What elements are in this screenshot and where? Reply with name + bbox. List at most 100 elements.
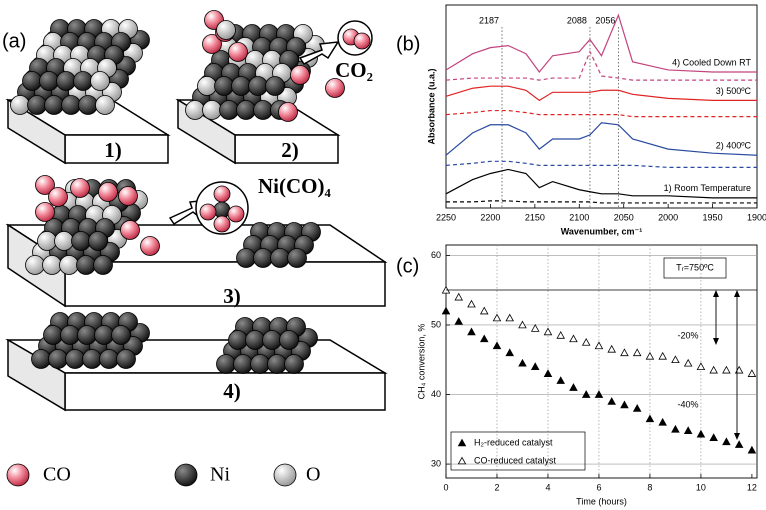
series-label: 3) 500ºC: [716, 86, 752, 96]
step-label: 1): [104, 138, 122, 162]
atom: [202, 34, 222, 54]
data-point: [594, 390, 604, 398]
data-point: [441, 306, 451, 315]
x-tick-label: 6: [596, 482, 601, 492]
atom: [197, 76, 217, 96]
panel-label: (c): [396, 255, 419, 277]
legend-label: H₂-reduced catalyst: [474, 437, 553, 447]
x-tick-label: 10: [696, 482, 706, 492]
y-tick-label: 60: [431, 250, 441, 260]
data-point: [581, 337, 591, 346]
annotation: -40%: [677, 399, 698, 409]
reference-label: 2187: [479, 15, 499, 25]
data-point: [747, 369, 757, 377]
atom: [6, 463, 30, 487]
annotation-box: [663, 257, 727, 279]
atom: [99, 349, 119, 369]
data-point: [620, 348, 629, 357]
data-point: [556, 330, 565, 339]
atom: [270, 248, 290, 268]
charts: 2250 2200 2150 2100 2050 2000 1950 1900Wavenumb…: [396, 4, 766, 506]
atom: [273, 463, 297, 487]
data-point: [671, 424, 680, 433]
atom: [94, 325, 114, 345]
y-axis-label: CH₄ conversion, %: [416, 324, 426, 400]
data-point: [492, 313, 502, 322]
x-tick-label: 8: [647, 482, 652, 492]
atom: [262, 330, 282, 350]
x-tick-label: 12: [747, 482, 757, 492]
atom: [90, 71, 110, 91]
panel-label: (b): [396, 33, 420, 55]
annotation: Tᵣ=750ºC: [676, 262, 714, 272]
atom: [88, 231, 108, 251]
atoms: [6, 28, 371, 487]
atom: [202, 100, 222, 120]
data-point: [607, 397, 616, 405]
data-point: [747, 445, 757, 454]
atom: [48, 187, 68, 207]
atom: [61, 95, 81, 115]
atom: [118, 186, 138, 206]
data-point: [696, 362, 706, 370]
step-label: 4): [223, 379, 241, 403]
atom: [228, 330, 248, 350]
data-point: [479, 306, 489, 315]
atom: [227, 205, 245, 223]
x-tick-label: 2050: [614, 212, 634, 222]
atom: [116, 349, 136, 369]
atom: [120, 220, 140, 240]
data-point: [467, 327, 476, 336]
series-line: [445, 13, 757, 73]
data-point: [569, 334, 578, 343]
arrow-head: [713, 290, 719, 297]
series-line: [446, 200, 757, 204]
y-axis-label: Absorbance (u.a.): [426, 68, 436, 144]
y-tick-label: 40: [431, 389, 441, 399]
atom: [278, 102, 298, 122]
series-line: [445, 122, 758, 156]
atom: [31, 349, 51, 369]
series-label: 4) Cooled Down RT: [672, 57, 751, 67]
arrow-head: [713, 338, 719, 345]
plot-frame: [445, 4, 758, 209]
atom: [353, 32, 371, 50]
atom: [35, 175, 55, 195]
product-label: CO₂: [335, 58, 373, 82]
step-label: 2): [281, 138, 299, 162]
atom: [325, 78, 345, 98]
atom: [216, 20, 236, 40]
series-label: 1) Room Temperature: [664, 183, 751, 193]
atom: [70, 178, 90, 198]
data-point: [518, 320, 527, 329]
atom: [44, 95, 64, 115]
atom: [59, 255, 79, 275]
atom: [140, 236, 160, 256]
data-point: [556, 376, 565, 384]
atom: [267, 354, 287, 374]
series-line: [445, 160, 757, 168]
data-point: [479, 334, 489, 343]
atom: [265, 76, 285, 96]
atom: [290, 65, 310, 85]
series-line: [445, 85, 757, 102]
atom: [213, 215, 231, 233]
data-point: [607, 344, 616, 353]
x-tick-label: 2250: [436, 212, 456, 222]
atom: [250, 354, 270, 374]
x-tick-label: 1900: [747, 212, 766, 222]
atom: [78, 95, 98, 115]
atom: [54, 231, 74, 251]
atom: [27, 95, 47, 115]
atom: [245, 330, 265, 350]
arrow-head: [734, 290, 740, 297]
atom: [10, 95, 30, 115]
atom: [56, 71, 76, 91]
legend-label: CO: [43, 464, 71, 486]
product-label: Ni(CO)₄: [258, 174, 331, 198]
arrow: [298, 41, 340, 65]
reference-label: 2088: [567, 15, 587, 25]
legend-label: O: [306, 464, 320, 486]
data-point: [658, 417, 667, 426]
